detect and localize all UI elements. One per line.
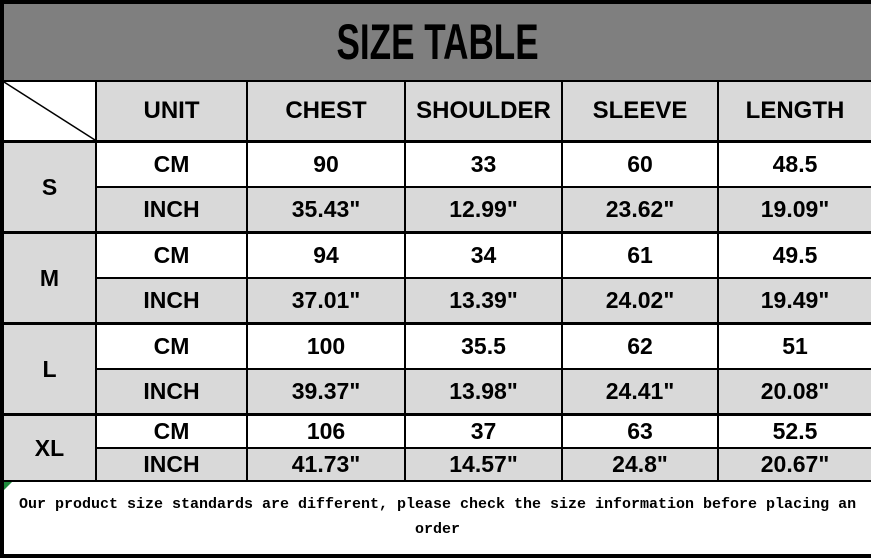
value-cell: 13.39"	[404, 277, 563, 325]
value-cell: 39.37"	[246, 368, 406, 416]
value-cell: 13.98"	[404, 368, 563, 416]
page-title-cell: SIZE TABLE	[0, 1, 871, 82]
value-cell: 24.41"	[561, 368, 719, 416]
value-cell: 20.67"	[716, 447, 871, 482]
value-cell: 34	[404, 231, 563, 279]
size-label-cell: S	[1, 140, 97, 234]
value-cell: 41.73"	[246, 447, 406, 482]
page-title: SIZE TABLE	[336, 12, 539, 71]
value-cell: 19.49"	[716, 277, 871, 325]
column-header-shoulder: SHOULDER	[404, 80, 563, 143]
value-cell: 61	[561, 231, 719, 279]
column-header-sleeve: SLEEVE	[561, 80, 719, 143]
unit-cell: CM	[95, 231, 248, 279]
unit-cell: INCH	[95, 277, 248, 325]
unit-cell: INCH	[95, 186, 248, 234]
value-cell: 24.02"	[561, 277, 719, 325]
corner-marker-icon	[4, 483, 12, 490]
size-label-cell: XL	[1, 413, 97, 482]
value-cell: 48.5	[716, 140, 871, 188]
value-cell: 52.5	[716, 413, 871, 449]
value-cell: 37.01"	[246, 277, 406, 325]
value-cell: 12.99"	[404, 186, 563, 234]
column-header-chest: CHEST	[246, 80, 406, 143]
value-cell: 90	[246, 140, 406, 188]
value-cell: 24.8"	[561, 447, 719, 482]
value-cell: 19.09"	[716, 186, 871, 234]
unit-cell: CM	[95, 140, 248, 188]
footer-note-cell: Our product size standards are different…	[0, 480, 871, 557]
unit-cell: CM	[95, 322, 248, 370]
value-cell: 62	[561, 322, 719, 370]
value-cell: 51	[716, 322, 871, 370]
value-cell: 49.5	[716, 231, 871, 279]
value-cell: 23.62"	[561, 186, 719, 234]
unit-cell: CM	[95, 413, 248, 449]
diagonal-line-icon	[4, 82, 95, 140]
size-label-cell: L	[1, 322, 97, 416]
column-header-length: LENGTH	[716, 80, 871, 143]
value-cell: 20.08"	[716, 368, 871, 416]
value-cell: 100	[246, 322, 406, 370]
corner-diagonal-cell	[1, 80, 97, 143]
value-cell: 63	[561, 413, 719, 449]
value-cell: 35.43"	[246, 186, 406, 234]
value-cell: 33	[404, 140, 563, 188]
size-label-cell: M	[1, 231, 97, 325]
unit-cell: INCH	[95, 368, 248, 416]
value-cell: 106	[246, 413, 406, 449]
value-cell: 60	[561, 140, 719, 188]
value-cell: 35.5	[404, 322, 563, 370]
value-cell: 37	[404, 413, 563, 449]
unit-cell: INCH	[95, 447, 248, 482]
footer-note: Our product size standards are different…	[18, 496, 857, 538]
column-header-unit: UNIT	[95, 80, 248, 143]
value-cell: 94	[246, 231, 406, 279]
value-cell: 14.57"	[404, 447, 563, 482]
